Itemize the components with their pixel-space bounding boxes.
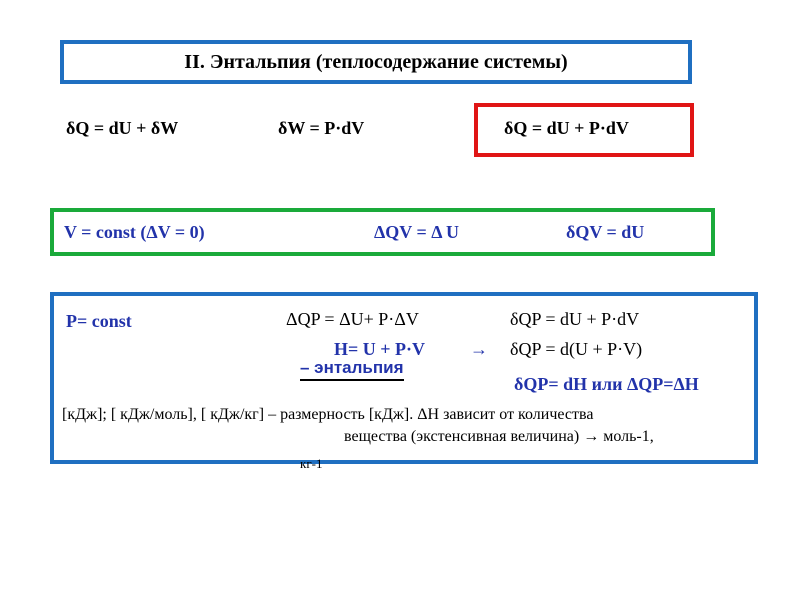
enthalpy-definition: H= U + P·V	[334, 339, 426, 359]
equation-work: δW = P·dV	[278, 118, 365, 138]
arrow-right-icon: →	[470, 339, 488, 359]
enthalpy-final-equation: δQP= dH или ΔQP=ΔH	[514, 374, 699, 394]
enthalpy-label: – энтальпия	[300, 358, 404, 381]
title-frame: II. Энтальпия (теплосодержание системы)	[60, 40, 692, 84]
isochoric-delta-equation: ΔQV = Δ U	[374, 222, 460, 242]
isobaric-frame	[50, 292, 758, 464]
isochoric-condition: V = const (ΔV = 0)	[64, 222, 205, 242]
equation-first-law: δQ = dU + δW	[66, 118, 179, 138]
isochoric-differential-equation: δQV = dU	[566, 222, 645, 242]
isochoric-frame	[50, 208, 715, 256]
page-title: II. Энтальпия (теплосодержание системы)	[64, 44, 688, 80]
title-prefix: II.	[184, 51, 210, 73]
units-line-2: вещества (экстенсивная величина) → моль-…	[344, 428, 654, 445]
isobaric-delta-equation: ΔQP = ΔU+ P·ΔV	[286, 309, 419, 329]
isobaric-differential-equation: δQP = dU + P·dV	[510, 309, 640, 329]
units-line-1: [кДж]; [ кДж/моль], [ кДж/кг] – размерно…	[62, 406, 594, 423]
isobaric-enthalpy-equation: δQP = d(U + P·V)	[510, 339, 643, 359]
equation-first-law-pdv: δQ = dU + P·dV	[504, 118, 629, 138]
units-line-3: кг-1	[300, 456, 323, 471]
isobaric-condition: P= const	[66, 311, 132, 331]
highlight-frame-red	[474, 103, 694, 157]
title-text: Энтальпия (теплосодержание системы)	[209, 51, 568, 73]
